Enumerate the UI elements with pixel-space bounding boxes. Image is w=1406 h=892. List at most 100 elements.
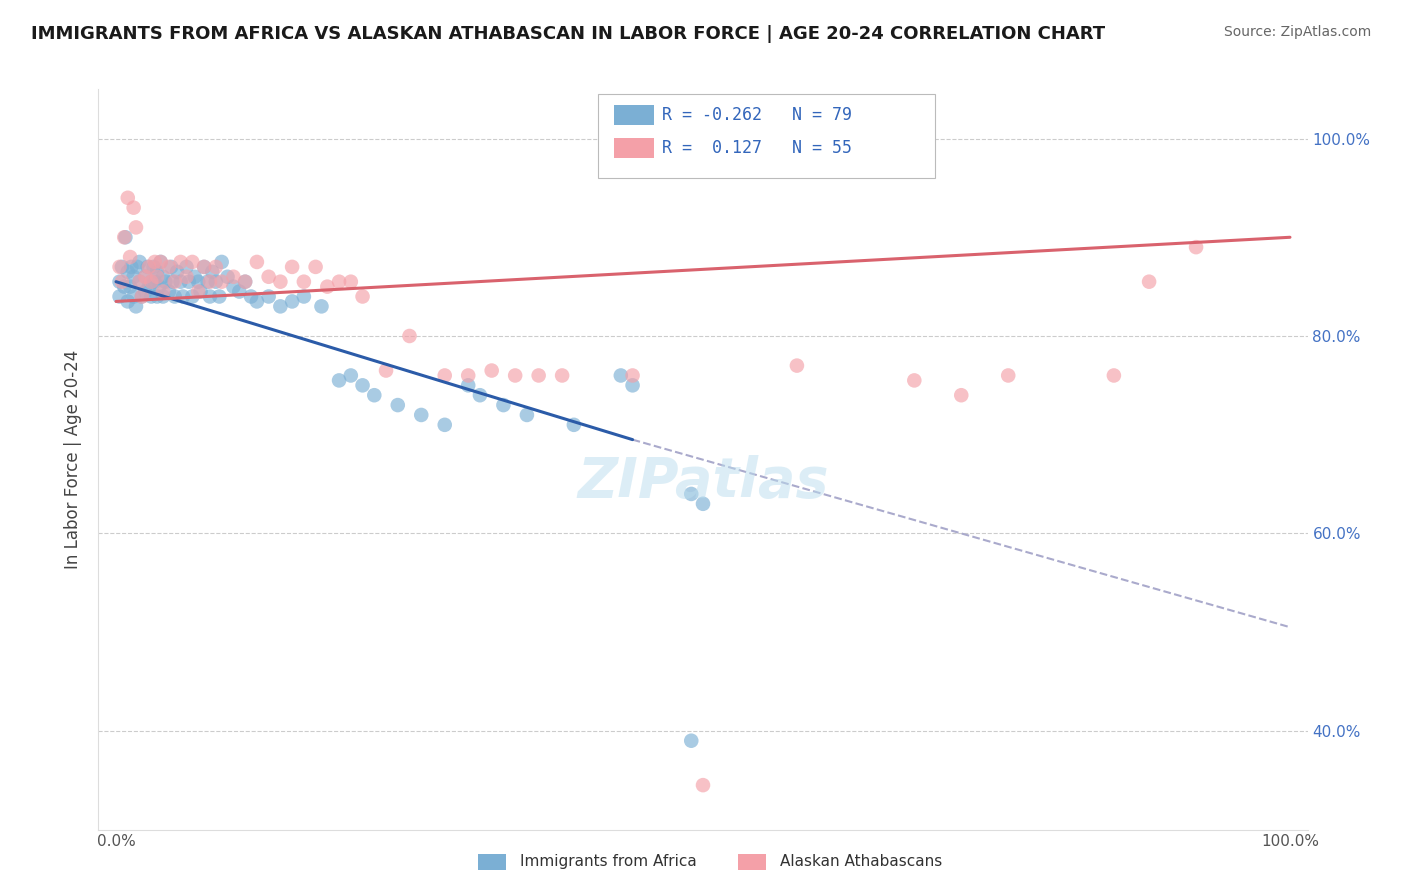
Point — [692, 497, 714, 511]
Point — [950, 388, 973, 402]
Point — [146, 289, 169, 303]
Point — [111, 275, 134, 289]
Point — [122, 289, 145, 303]
Point — [141, 275, 163, 289]
Point — [160, 260, 183, 274]
Point — [127, 260, 149, 274]
Point — [481, 363, 503, 377]
Point — [128, 275, 150, 289]
Point — [311, 299, 333, 313]
Point — [172, 289, 194, 303]
Point — [181, 255, 204, 269]
Text: IMMIGRANTS FROM AFRICA VS ALASKAN ATHABASCAN IN LABOR FORCE | AGE 20-24 CORRELAT: IMMIGRANTS FROM AFRICA VS ALASKAN ATHABA… — [31, 25, 1105, 43]
Point — [157, 285, 180, 299]
Point — [117, 294, 139, 309]
Point — [257, 289, 280, 303]
Point — [166, 265, 188, 279]
Text: ZIPatlas: ZIPatlas — [578, 455, 828, 508]
Point — [292, 275, 315, 289]
Point — [143, 275, 166, 289]
Point — [198, 275, 221, 289]
Point — [516, 408, 538, 422]
Point — [1137, 275, 1160, 289]
Point — [903, 373, 925, 387]
Point — [108, 275, 131, 289]
Point — [204, 260, 226, 274]
Point — [1185, 240, 1208, 254]
Point — [177, 275, 200, 289]
Point — [136, 260, 159, 274]
Point — [120, 250, 142, 264]
Point — [155, 275, 177, 289]
Point — [141, 275, 163, 289]
Point — [198, 289, 221, 303]
Point — [681, 733, 703, 747]
Point — [411, 408, 433, 422]
Point — [183, 269, 205, 284]
Point — [181, 289, 204, 303]
Point — [117, 265, 139, 279]
Point — [340, 275, 363, 289]
Point — [111, 260, 134, 274]
Point — [246, 255, 269, 269]
Point — [138, 260, 160, 274]
Point — [176, 260, 198, 274]
Point — [152, 285, 174, 299]
Point — [193, 260, 215, 274]
Point — [187, 285, 209, 299]
Point — [398, 329, 420, 343]
Point — [240, 289, 263, 303]
Point — [281, 260, 304, 274]
Point — [457, 368, 479, 383]
Point — [146, 265, 169, 279]
Point — [211, 255, 233, 269]
Point — [148, 279, 170, 293]
Point — [120, 279, 142, 293]
Point — [352, 289, 374, 303]
Point — [387, 398, 409, 412]
Point — [562, 417, 585, 432]
Point — [621, 368, 644, 383]
Point — [125, 299, 148, 313]
Point — [233, 275, 256, 289]
Point — [997, 368, 1019, 383]
Text: Source: ZipAtlas.com: Source: ZipAtlas.com — [1223, 25, 1371, 39]
Point — [190, 285, 212, 299]
Point — [117, 191, 139, 205]
Point — [433, 417, 456, 432]
Point — [122, 269, 145, 284]
Point — [304, 260, 326, 274]
Point — [457, 378, 479, 392]
Point — [114, 230, 136, 244]
Point — [149, 255, 172, 269]
Point — [120, 260, 142, 274]
Point — [169, 275, 191, 289]
Point — [363, 388, 385, 402]
Point — [233, 275, 256, 289]
Point — [222, 279, 245, 293]
Text: R = -0.262   N = 79: R = -0.262 N = 79 — [662, 106, 852, 124]
Point — [152, 289, 174, 303]
Point — [208, 289, 231, 303]
Point — [131, 289, 153, 303]
Point — [217, 269, 239, 284]
Point — [112, 279, 135, 293]
Point — [468, 388, 491, 402]
Point — [621, 378, 644, 392]
Point — [551, 368, 574, 383]
Point — [692, 778, 714, 792]
Point — [134, 269, 156, 284]
Point — [269, 299, 291, 313]
Point — [163, 275, 186, 289]
Point — [1102, 368, 1125, 383]
Point — [201, 265, 224, 279]
Point — [197, 275, 219, 289]
Point — [142, 260, 165, 274]
Point — [375, 363, 398, 377]
Point — [222, 269, 245, 284]
Point — [257, 269, 280, 284]
Point — [128, 275, 150, 289]
Point — [211, 275, 233, 289]
Point — [352, 378, 374, 392]
Point — [112, 230, 135, 244]
